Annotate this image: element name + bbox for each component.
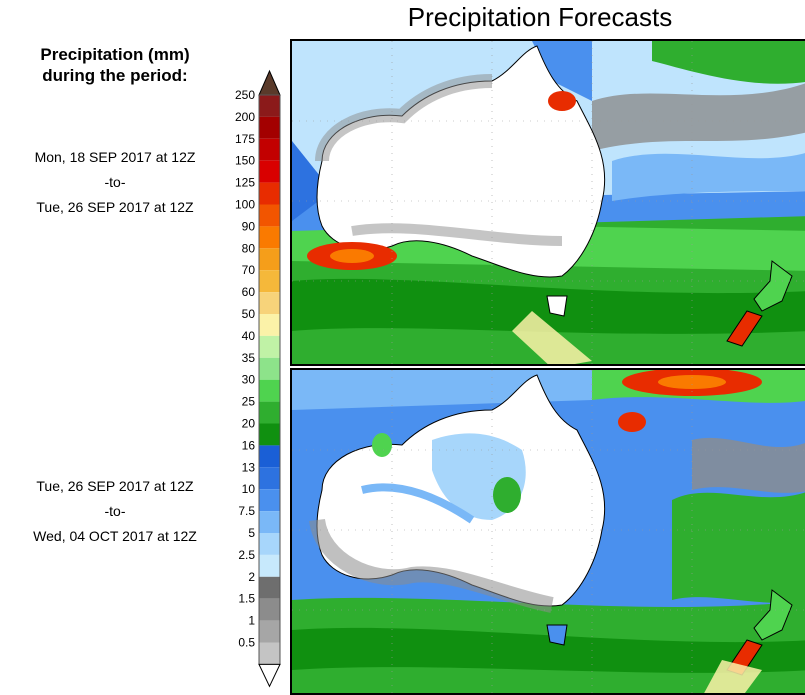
period-2-separator: -to- (104, 503, 126, 519)
colorbar-swatch (259, 423, 280, 446)
colorbar-level-label: 2.5 (238, 548, 255, 562)
colorbar-swatch (259, 489, 280, 512)
colorbar-level-label: 175 (235, 132, 255, 146)
colorbar-swatch (259, 379, 280, 402)
colorbar-swatch (259, 314, 280, 336)
colorbar-swatch (259, 576, 280, 599)
period-1-separator: -to- (104, 174, 126, 190)
colorbar-level-label: 40 (242, 329, 256, 343)
legend-heading-line2: during the period: (42, 66, 188, 85)
period-2-end: Wed, 04 OCT 2017 at 12Z (33, 528, 197, 544)
colorbar-swatch (259, 226, 280, 249)
colorbar-swatch (259, 511, 280, 533)
colorbar-level-label: 25 (242, 395, 256, 409)
forecast-map-period-2 (290, 368, 805, 695)
colorbar-level-label: 80 (242, 241, 256, 255)
legend-heading: Precipitation (mm) during the period: (10, 44, 220, 86)
legend-heading-line1: Precipitation (mm) (40, 45, 190, 64)
colorbar-swatch (259, 160, 280, 183)
colorbar-swatch (259, 357, 280, 380)
colorbar-swatch (259, 292, 280, 314)
colorbar-level-label: 100 (235, 198, 255, 212)
period-2-start: Tue, 26 SEP 2017 at 12Z (36, 478, 194, 494)
colorbar-level-label: 7.5 (238, 504, 255, 518)
colorbar-swatch (259, 620, 280, 643)
colorbar-swatch (259, 204, 280, 227)
colorbar-swatch (259, 335, 280, 358)
period-1-label: Mon, 18 SEP 2017 at 12Z -to- Tue, 26 SEP… (0, 149, 230, 224)
period-1-start: Mon, 18 SEP 2017 at 12Z (34, 149, 196, 165)
colorbar-swatch (259, 445, 280, 468)
map-2-svg (292, 370, 805, 693)
colorbar-level-label: 50 (242, 307, 256, 321)
colorbar-level-label: 5 (248, 526, 255, 540)
colorbar-swatch (259, 467, 280, 490)
colorbar-level-label: 200 (235, 110, 255, 124)
colorbar-level-label: 30 (242, 373, 256, 387)
colorbar-level-label: 250 (235, 88, 255, 102)
period-1-end: Tue, 26 SEP 2017 at 12Z (36, 199, 194, 215)
colorbar-level-label: 13 (242, 460, 256, 474)
colorbar-level-label: 20 (242, 417, 256, 431)
colorbar-swatch (259, 95, 280, 117)
colorbar-swatch (259, 533, 280, 555)
colorbar-swatch (259, 270, 280, 293)
colorbar-bottom-arrow (258, 663, 281, 688)
colorbar-swatch (259, 138, 280, 161)
colorbar-swatch (259, 598, 280, 621)
colorbar-level-label: 60 (242, 285, 256, 299)
colorbar-swatch (259, 116, 280, 139)
colorbar-level-label: 0.5 (238, 636, 255, 650)
colorbar-level-label: 2 (248, 570, 255, 584)
colorbar-level-label: 1 (248, 614, 255, 628)
precipitation-colorbar: 2502001751501251009080706050403530252016… (235, 69, 281, 688)
colorbar-swatch (259, 554, 280, 577)
colorbar-swatch (259, 642, 280, 665)
colorbar-level-label: 10 (242, 482, 256, 496)
map-1-svg (292, 41, 805, 364)
colorbar-level-label: 125 (235, 176, 255, 190)
colorbar-level-label: 90 (242, 219, 256, 233)
colorbar-top-arrow (258, 69, 281, 96)
colorbar-swatch (259, 182, 280, 205)
colorbar-level-label: 70 (242, 263, 256, 277)
colorbar-level-label: 16 (242, 438, 256, 452)
period-2-label: Tue, 26 SEP 2017 at 12Z -to- Wed, 04 OCT… (0, 478, 230, 553)
colorbar-level-label: 1.5 (238, 592, 255, 606)
page-title: Precipitation Forecasts (407, 2, 673, 32)
colorbar-level-label: 150 (235, 154, 255, 168)
colorbar-swatch (259, 401, 280, 424)
colorbar-level-label: 35 (242, 351, 256, 365)
colorbar-swatch (259, 248, 280, 271)
forecast-map-period-1 (290, 39, 805, 366)
